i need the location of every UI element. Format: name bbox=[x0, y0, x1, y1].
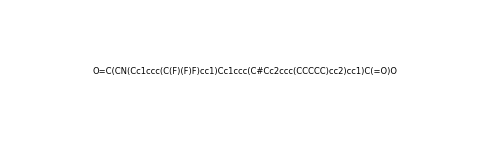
Text: O=C(CN(Cc1ccc(C(F)(F)F)cc1)Cc1ccc(C#Cc2ccc(CCCCC)cc2)cc1)C(=O)O: O=C(CN(Cc1ccc(C(F)(F)F)cc1)Cc1ccc(C#Cc2c… bbox=[93, 67, 397, 76]
